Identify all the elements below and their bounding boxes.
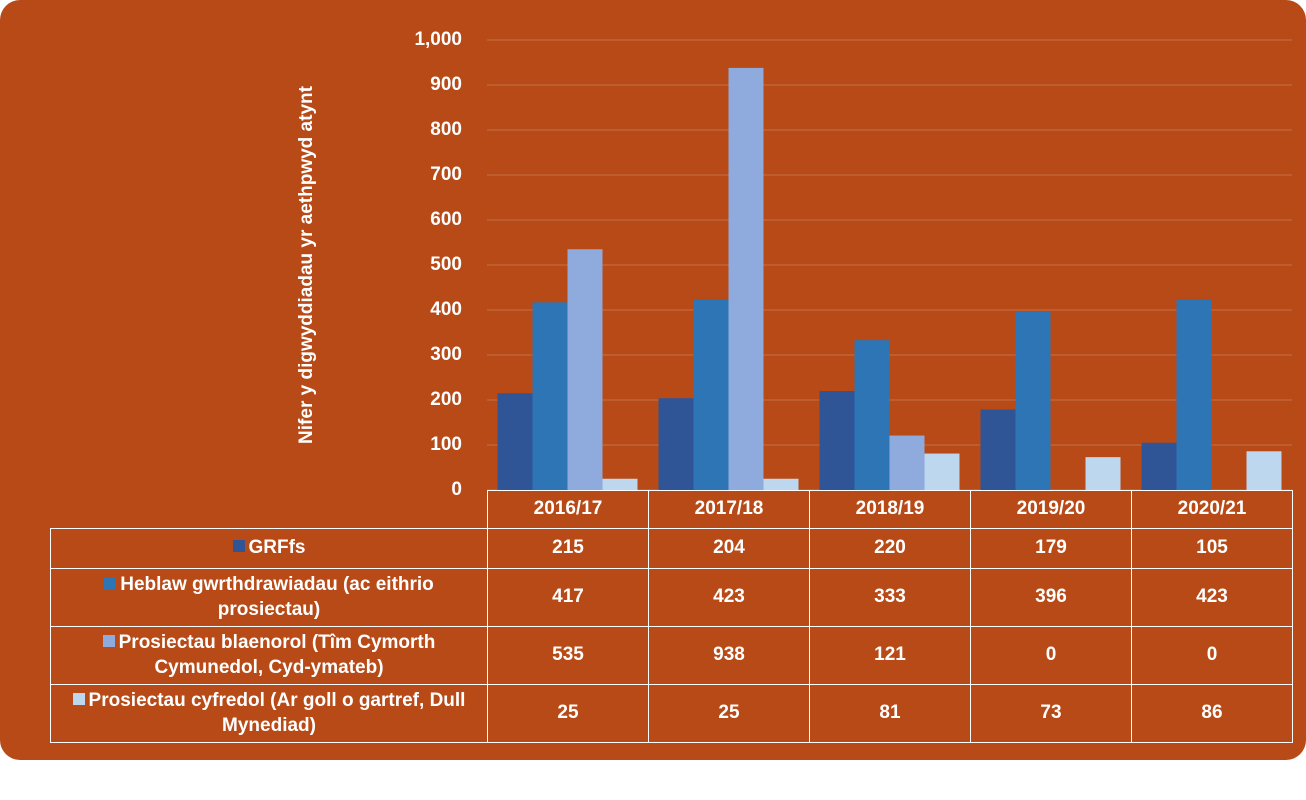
bar — [693, 299, 729, 490]
y-tick-label: 600 — [430, 209, 462, 230]
y-tick-label: 400 — [430, 299, 462, 320]
bar — [924, 453, 960, 490]
bar — [1141, 442, 1177, 490]
table-value: 25 — [557, 702, 579, 724]
y-tick-label: 200 — [430, 389, 462, 410]
table-value: 220 — [874, 537, 906, 559]
y-tick-label: 500 — [430, 254, 462, 275]
table-cell: 938 — [648, 626, 810, 685]
table-cell: 0 — [970, 626, 1132, 685]
table-value: 333 — [874, 586, 906, 608]
legend-label: Prosiectau blaenorol (Tîm Cymorth Cymune… — [118, 631, 436, 678]
table-value: 204 — [713, 537, 745, 559]
table-header-cell: 2019/20 — [970, 490, 1132, 529]
y-tick-label: 800 — [430, 119, 462, 140]
table-cell: 423 — [648, 568, 810, 627]
legend-entry: Heblaw gwrthdrawiadau (ac eithrio prosie… — [57, 573, 481, 622]
table-cell: 179 — [970, 528, 1132, 569]
table-row-label: Heblaw gwrthdrawiadau (ac eithrio prosie… — [50, 568, 488, 627]
table-header-cell: 2020/21 — [1131, 490, 1293, 529]
table-cell: 81 — [809, 684, 971, 743]
bar — [532, 302, 568, 490]
y-tick-label: 1,000 — [414, 29, 462, 50]
table-row-label: GRFfs — [50, 528, 488, 569]
x-tick-label: 2016/17 — [533, 498, 603, 520]
table-value: 121 — [874, 644, 906, 666]
table-cell: 121 — [809, 626, 971, 685]
table-header-cell: 2018/19 — [809, 490, 971, 529]
table-value: 0 — [1206, 644, 1218, 666]
y-tick-label: 100 — [430, 434, 462, 455]
legend-label: GRFfs — [248, 537, 306, 559]
x-tick-label: 2018/19 — [855, 498, 925, 520]
bar — [1015, 311, 1051, 490]
table-cell: 417 — [487, 568, 649, 627]
table-value: 73 — [1040, 702, 1062, 724]
table-value: 423 — [713, 586, 745, 608]
y-tick-label: 0 — [451, 479, 462, 500]
table-value: 0 — [1045, 644, 1057, 666]
legend-swatch — [102, 634, 115, 647]
y-tick-label: 300 — [430, 344, 462, 365]
bar — [854, 340, 890, 490]
table-cell: 215 — [487, 528, 649, 569]
table-value: 938 — [713, 644, 745, 666]
table-cell: 25 — [487, 684, 649, 743]
table-cell: 105 — [1131, 528, 1293, 569]
legend-swatch — [104, 576, 117, 589]
table-cell: 535 — [487, 626, 649, 685]
legend-entry: Prosiectau blaenorol (Tîm Cymorth Cymune… — [57, 631, 481, 680]
table-row-label: Prosiectau blaenorol (Tîm Cymorth Cymune… — [50, 626, 488, 685]
table-cell: 73 — [970, 684, 1132, 743]
bar — [819, 391, 855, 490]
table-value: 179 — [1035, 537, 1067, 559]
table-value: 535 — [552, 644, 584, 666]
bar — [658, 398, 694, 490]
legend-entry: GRFfs — [232, 536, 306, 561]
table-value: 396 — [1035, 586, 1067, 608]
bar — [1246, 451, 1282, 490]
table-cell: 396 — [970, 568, 1132, 627]
bar — [497, 393, 533, 490]
table-header-cell: 2017/18 — [648, 490, 810, 529]
bar — [567, 249, 603, 490]
y-tick-label: 900 — [430, 74, 462, 95]
table-cell: 25 — [648, 684, 810, 743]
table-header-cell: 2016/17 — [487, 490, 649, 529]
table-cell: 86 — [1131, 684, 1293, 743]
y-axis-label: Nifer y digwyddiadau yr aethpwyd atynt — [296, 85, 317, 444]
bar — [889, 435, 925, 490]
x-tick-label: 2019/20 — [1016, 498, 1086, 520]
table-cell: 423 — [1131, 568, 1293, 627]
x-tick-label: 2017/18 — [694, 498, 764, 520]
table-cell: 220 — [809, 528, 971, 569]
table-value: 86 — [1201, 702, 1223, 724]
y-tick-label: 700 — [430, 164, 462, 185]
table-value: 25 — [718, 702, 740, 724]
table-value: 423 — [1196, 586, 1228, 608]
table-cell: 333 — [809, 568, 971, 627]
legend-entry: Prosiectau cyfredol (Ar goll o gartref, … — [57, 689, 481, 738]
x-tick-label: 2020/21 — [1177, 498, 1247, 520]
bar — [728, 67, 764, 491]
legend-label: Heblaw gwrthdrawiadau (ac eithrio prosie… — [120, 573, 434, 620]
table-value: 417 — [552, 586, 584, 608]
bar — [763, 478, 799, 490]
bar — [602, 478, 638, 490]
legend-label: Prosiectau cyfredol (Ar goll o gartref, … — [88, 689, 466, 736]
table-value: 81 — [879, 702, 901, 724]
bar — [1176, 299, 1212, 490]
table-value: 105 — [1196, 537, 1228, 559]
table-row-label: Prosiectau cyfredol (Ar goll o gartref, … — [50, 684, 488, 743]
legend-swatch — [232, 540, 245, 553]
legend-swatch — [72, 692, 85, 705]
bar — [1085, 457, 1121, 490]
table-value: 215 — [552, 537, 584, 559]
table-cell: 0 — [1131, 626, 1293, 685]
bar — [980, 409, 1016, 490]
table-cell: 204 — [648, 528, 810, 569]
chart-background — [0, 0, 1306, 760]
